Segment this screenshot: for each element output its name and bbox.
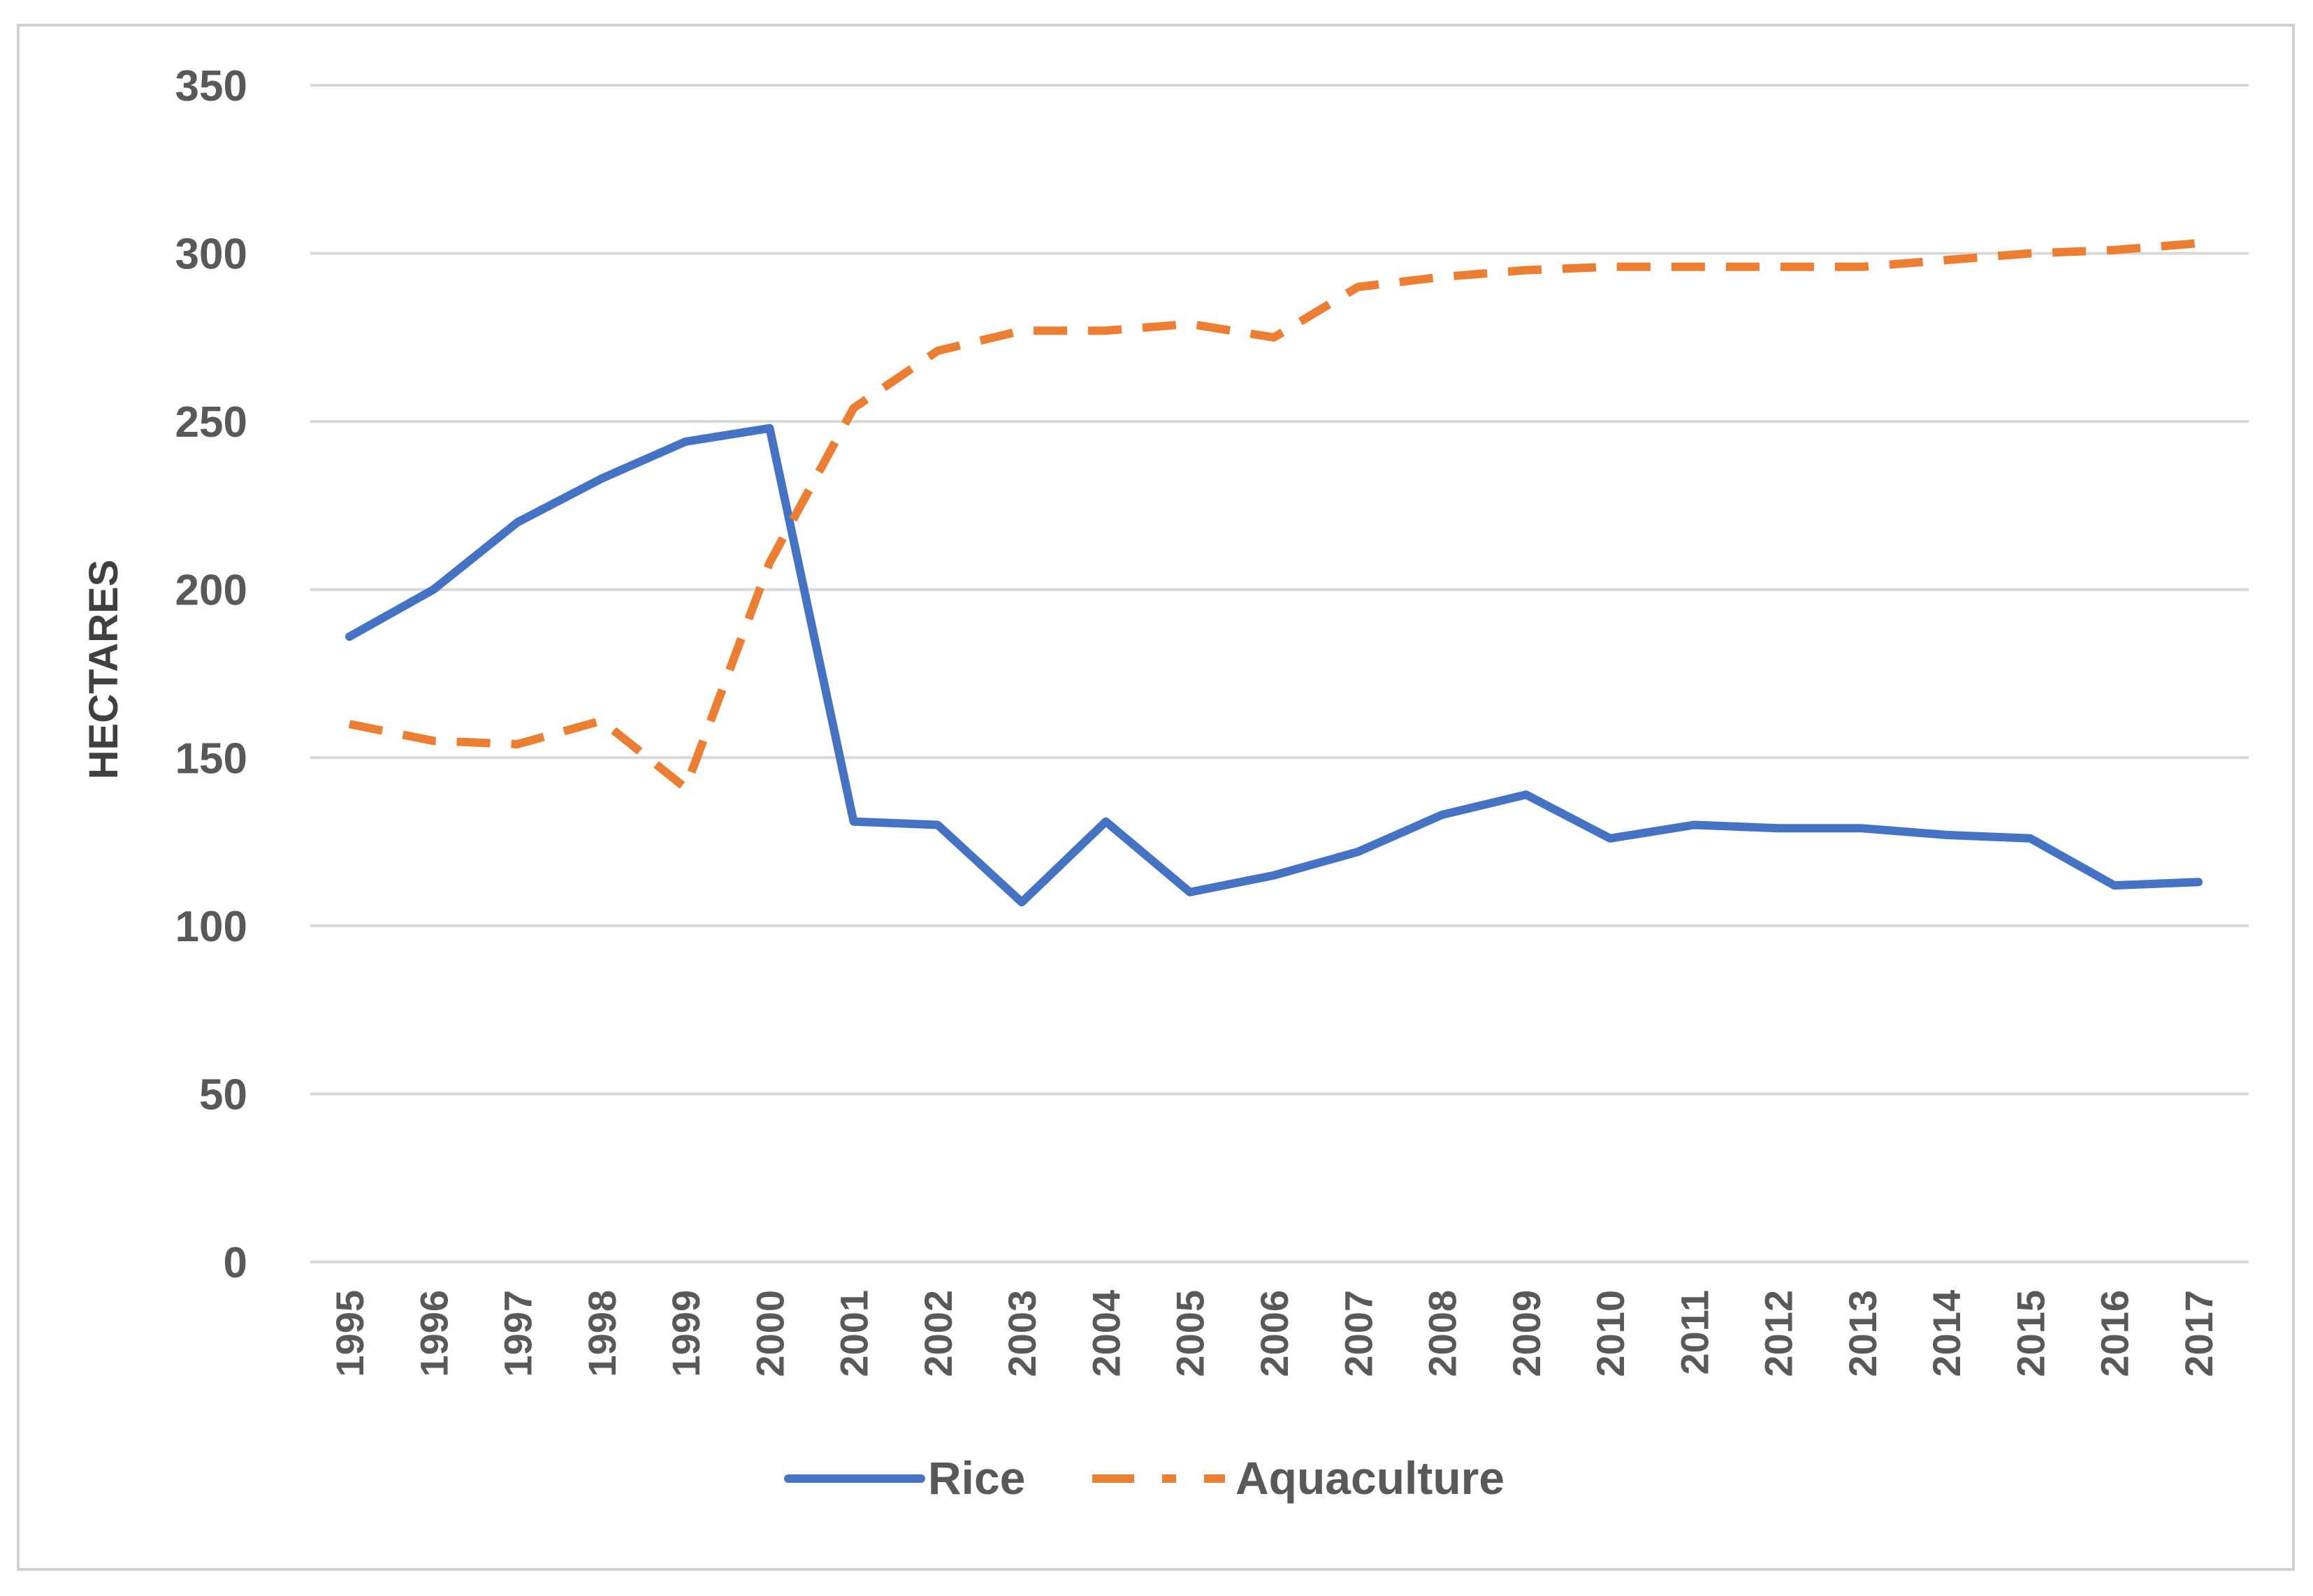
- legend-item-aquaculture: Aquaculture: [1092, 1452, 1504, 1504]
- x-tick-label: 2001: [832, 1290, 876, 1377]
- x-axis-ticks: 1995 1996 1997 1998 1999 2000 2001 2002 2003 2004…: [328, 1290, 2221, 1377]
- x-tick-label: 2007: [1336, 1290, 1380, 1377]
- x-tick-label: 2012: [1757, 1290, 1801, 1377]
- x-tick-label: 2005: [1168, 1290, 1212, 1377]
- series-lines: [345, 239, 2203, 907]
- series-line-rice: [345, 423, 2203, 907]
- x-tick-label: 2016: [2093, 1290, 2137, 1377]
- x-tick-label: 1998: [580, 1290, 624, 1377]
- gridlines: [310, 84, 2249, 1263]
- series-line-aquaculture: [348, 239, 2199, 792]
- y-tick-label: 100: [175, 903, 247, 951]
- y-tick-label: 50: [199, 1071, 247, 1119]
- x-tick-label: 1996: [412, 1290, 456, 1377]
- legend-item-rice: Rice: [784, 1452, 1025, 1504]
- legend-label-aquaculture: Aquaculture: [1235, 1452, 1504, 1504]
- x-tick-label: 2014: [1924, 1290, 1968, 1377]
- y-tick-label: 250: [175, 398, 247, 447]
- chart-frame: 0 50 100 150 200 250 300 350 1995 1996 1997 1998 19…: [17, 24, 2295, 1571]
- x-tick-label: 2008: [1421, 1290, 1465, 1377]
- x-tick-label: 2013: [1841, 1290, 1885, 1377]
- y-tick-label: 300: [175, 231, 247, 279]
- y-axis-ticks: 0 50 100 150 200 250 300 350: [175, 62, 247, 1287]
- x-tick-label: 2006: [1252, 1290, 1296, 1377]
- y-tick-label: 150: [175, 734, 247, 783]
- x-tick-label: 2000: [748, 1290, 792, 1377]
- x-tick-label: 2009: [1504, 1290, 1549, 1377]
- x-tick-label: 2002: [916, 1290, 960, 1377]
- x-tick-label: 2010: [1588, 1290, 1632, 1377]
- x-tick-label: 2017: [2177, 1290, 2221, 1377]
- y-tick-label: 350: [175, 62, 247, 110]
- y-tick-label: 0: [224, 1239, 247, 1287]
- x-tick-label: 1999: [664, 1290, 708, 1377]
- x-tick-label: 1997: [496, 1290, 540, 1377]
- y-axis-title: HECTARES: [81, 560, 126, 780]
- x-tick-label: 1995: [328, 1290, 372, 1377]
- x-tick-label: 2004: [1084, 1290, 1128, 1377]
- x-tick-label: 2011: [1672, 1290, 1716, 1375]
- x-tick-label: 2003: [1000, 1290, 1044, 1377]
- y-tick-label: 200: [175, 567, 247, 615]
- legend: Rice Aquaculture: [784, 1452, 1504, 1504]
- x-tick-label: 2015: [2008, 1290, 2052, 1377]
- legend-label-rice: Rice: [928, 1452, 1025, 1504]
